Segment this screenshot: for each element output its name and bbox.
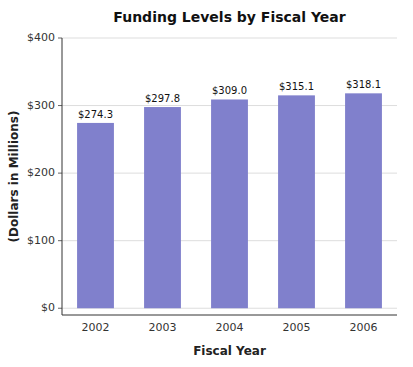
x-tick-label: 2003 bbox=[149, 321, 177, 334]
x-tick-label: 2005 bbox=[283, 321, 311, 334]
y-tick-label: $400 bbox=[27, 31, 55, 44]
y-tick bbox=[58, 38, 62, 39]
page: {"chart_data": {"type": "bar", "title": … bbox=[0, 0, 413, 367]
grid-line bbox=[62, 38, 397, 39]
title: Funding Levels by Fiscal Year bbox=[113, 9, 345, 25]
bars bbox=[77, 93, 382, 308]
data-label: $309.0 bbox=[212, 85, 247, 96]
bar bbox=[345, 93, 382, 308]
data-label: $274.3 bbox=[78, 109, 113, 120]
y-tick-label: $0 bbox=[41, 301, 55, 314]
x-tick-label: 2002 bbox=[82, 321, 110, 334]
x-axis bbox=[62, 315, 397, 316]
x-axis-label: Fiscal Year bbox=[193, 344, 266, 358]
y-axis bbox=[62, 38, 63, 315]
x-tick-label: 2004 bbox=[216, 321, 244, 334]
x-tick-label: 2006 bbox=[350, 321, 378, 334]
y-tick bbox=[58, 173, 62, 174]
y-tick bbox=[58, 240, 62, 241]
y-tick bbox=[58, 308, 62, 309]
y-tick-label: $300 bbox=[27, 99, 55, 112]
data-label: $318.1 bbox=[346, 79, 381, 90]
y-tick-label: $100 bbox=[27, 234, 55, 247]
y-axis-label: (Dollars in Millions) bbox=[7, 111, 21, 243]
bar bbox=[211, 99, 248, 308]
data-label: $315.1 bbox=[279, 81, 314, 92]
y-tick-label: $200 bbox=[27, 166, 55, 179]
y-tick bbox=[58, 105, 62, 106]
bar bbox=[77, 123, 114, 308]
data-label: $297.8 bbox=[145, 93, 180, 104]
bar bbox=[144, 107, 181, 308]
bar bbox=[278, 95, 315, 308]
chart: $0 $100 $200 $300 $400 2002 2003 2004 2005 2006 $2… bbox=[0, 0, 413, 367]
